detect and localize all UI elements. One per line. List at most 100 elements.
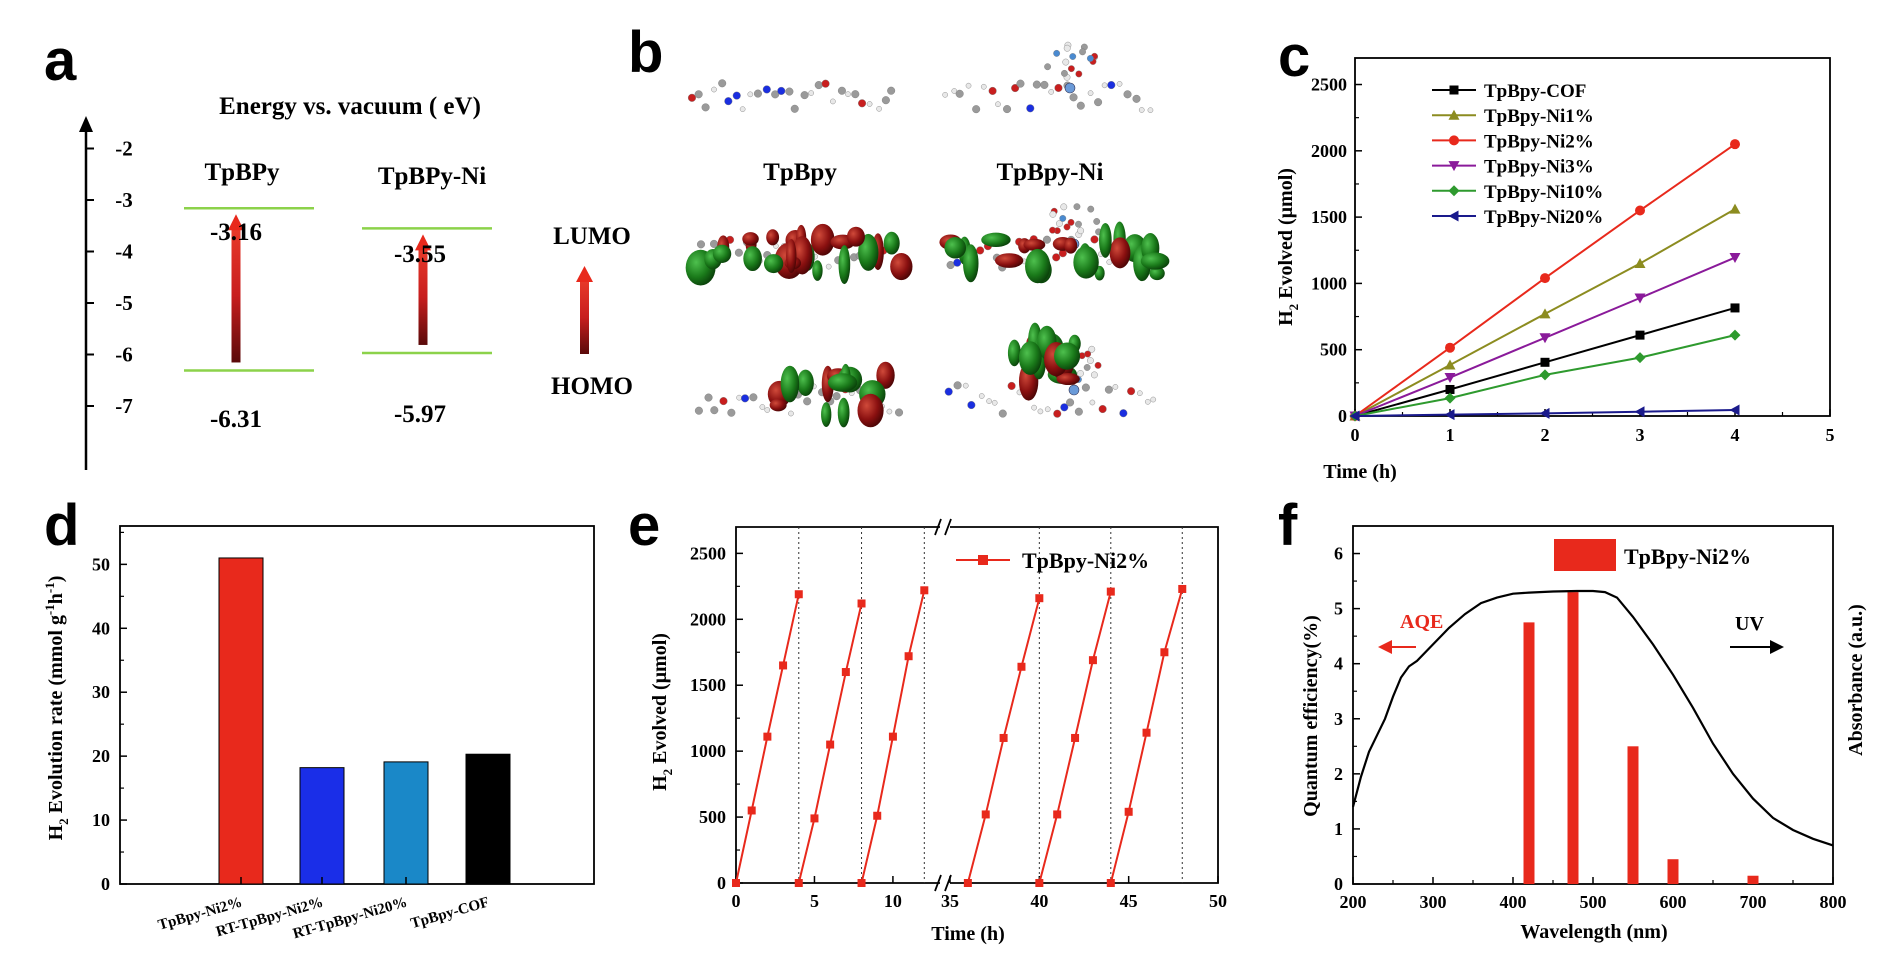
panel-b-atom bbox=[845, 91, 851, 97]
panel-b-atom bbox=[687, 93, 696, 102]
panel-e-point bbox=[1106, 879, 1115, 887]
panel-b-orbital-lobe-green bbox=[1073, 246, 1099, 279]
panel-c-xtick-label: 4 bbox=[1731, 425, 1740, 445]
panel-b-atom bbox=[1007, 381, 1016, 390]
panel-f-ytick-label: 0 bbox=[1334, 874, 1343, 894]
panel-b-atom bbox=[821, 79, 830, 88]
panel-e-point bbox=[794, 879, 803, 887]
panel-a-tick-label: -3 bbox=[115, 188, 133, 212]
panel-b-atom bbox=[1067, 65, 1075, 73]
panel-b-atom bbox=[1031, 404, 1037, 411]
panel-b-atom bbox=[696, 240, 705, 249]
panel-b-atom bbox=[886, 408, 893, 415]
panel-e-point bbox=[857, 599, 866, 608]
panel-b-atom bbox=[701, 103, 710, 112]
panel-b-orbital-lobe-red bbox=[769, 398, 787, 412]
panel-a-legend-arrow-head bbox=[576, 266, 593, 282]
panel-b-atom bbox=[803, 397, 812, 406]
panel-e-xtick-label: 35 bbox=[941, 891, 959, 911]
panel-d-ylabel-sub: 2 bbox=[56, 818, 71, 825]
panel-b-atom bbox=[851, 90, 860, 99]
panel-b-orbital-lobe-green bbox=[944, 237, 967, 259]
panel-e-frame-right bbox=[950, 526, 1219, 884]
panel-b-atom bbox=[1107, 81, 1116, 90]
panel-b-atom bbox=[694, 406, 703, 415]
panel-b-orbital-lobe-green bbox=[1018, 341, 1042, 375]
panel-b-atom bbox=[719, 397, 728, 406]
panel-b-atom bbox=[1011, 84, 1020, 93]
panel-e-chart: Time (h) H2 Evolved (μmol) 0 5 10 35 40 45 500… bbox=[649, 518, 1227, 945]
panel-b-atom bbox=[800, 91, 809, 100]
panel-f-ytick-label: 5 bbox=[1334, 599, 1343, 619]
panel-b-orbital-lobe-green bbox=[743, 246, 762, 272]
panel-e-ylabel: H2 Evolved (μmol) bbox=[649, 633, 675, 791]
panel-b-atom bbox=[1044, 63, 1051, 71]
panel-b-atom bbox=[1061, 69, 1068, 77]
panel-e-frame-left bbox=[735, 526, 940, 884]
panel-b-atom bbox=[1137, 390, 1143, 396]
panel-b-label-1: TpBpy-Ni bbox=[997, 159, 1104, 186]
panel-b-atom bbox=[1076, 101, 1085, 110]
panel-e-ytick-label: 2000 bbox=[690, 609, 726, 629]
panel-b-atom bbox=[1087, 205, 1095, 213]
panel-e-xtick-label: 5 bbox=[810, 891, 819, 911]
panel-c-point bbox=[1444, 392, 1456, 404]
panel-c-point bbox=[1444, 409, 1455, 421]
panel-b-atom bbox=[991, 399, 998, 406]
panel-label-e: e bbox=[628, 493, 660, 558]
panel-c-ylabel-sub: 2 bbox=[1286, 304, 1301, 311]
panel-b-atom bbox=[1053, 49, 1061, 57]
panel-f-ylabel-right: Absorbance (a.u.) bbox=[1845, 604, 1867, 756]
panel-b-orbital-lobe-red bbox=[742, 232, 759, 246]
panel-b-atom bbox=[955, 89, 964, 98]
panel-a-arrow-head bbox=[228, 214, 244, 231]
panel-d-bar bbox=[383, 761, 429, 885]
panel-d-frame bbox=[119, 525, 595, 885]
panel-b-atom bbox=[980, 83, 987, 90]
panel-c-ytick-label: 1000 bbox=[1311, 273, 1347, 293]
panel-b-orbital-lobe-green bbox=[837, 397, 850, 428]
panel-b-orbital-lobe-red bbox=[994, 253, 1024, 268]
panel-c-xlabel: Time (h) bbox=[1323, 461, 1397, 483]
panel-b-atom bbox=[1089, 399, 1096, 406]
panel-b-atom bbox=[1042, 235, 1051, 244]
panel-f-bar bbox=[1523, 622, 1535, 884]
panel-e-point bbox=[826, 740, 835, 749]
panel-e-ytick-label: 1500 bbox=[690, 675, 726, 695]
panel-c-point bbox=[1539, 407, 1550, 419]
panel-b-atom bbox=[736, 394, 742, 401]
panel-b-atom bbox=[1060, 203, 1068, 211]
panel-e-point bbox=[1088, 656, 1097, 665]
panel-b-atom bbox=[1132, 94, 1141, 103]
panel-e-point bbox=[1035, 594, 1044, 603]
panel-c-legend-marker bbox=[1449, 135, 1459, 146]
panel-b-orbital-lobe-green bbox=[821, 402, 832, 427]
panel-e-ylabel-main: H bbox=[649, 775, 671, 791]
panel-b-atom bbox=[1049, 226, 1056, 234]
panel-b-atom bbox=[978, 393, 985, 399]
panel-b-atom bbox=[1112, 384, 1119, 390]
panel-e-axis-break bbox=[934, 874, 942, 892]
panel-d-ytick-label: 20 bbox=[92, 746, 110, 766]
panel-d-bar bbox=[299, 767, 345, 885]
panel-b-label-0: TpBpy bbox=[763, 159, 837, 186]
panel-b-atom bbox=[704, 393, 713, 402]
panel-b-atom bbox=[749, 393, 758, 402]
panel-e-point bbox=[1178, 584, 1187, 593]
panel-a-homo-label: HOMO bbox=[551, 373, 633, 400]
panel-b-atom bbox=[732, 91, 741, 100]
panel-b-atom bbox=[1069, 53, 1077, 60]
panel-d-ylabel-mid: h bbox=[45, 593, 67, 604]
panel-c-point bbox=[1729, 253, 1741, 264]
panel-f-legend-swatch bbox=[1554, 539, 1616, 571]
panel-b-atom bbox=[790, 104, 799, 113]
panel-b-atom bbox=[887, 86, 896, 95]
panel-c-point bbox=[1634, 293, 1646, 304]
panel-c-legend-label: TpBpy-Ni2% bbox=[1484, 131, 1594, 152]
panel-e-point bbox=[779, 661, 788, 670]
panel-a-tick-label: -2 bbox=[115, 137, 133, 161]
panel-e-point bbox=[981, 810, 990, 819]
panel-a-energy-diagram: Energy vs. vacuum ( eV) -2 -3 -4 -5 -6 -7 TpB… bbox=[79, 93, 633, 470]
panel-label-f: f bbox=[1278, 493, 1298, 558]
panel-b-orbital-lobe-red bbox=[1056, 372, 1080, 386]
